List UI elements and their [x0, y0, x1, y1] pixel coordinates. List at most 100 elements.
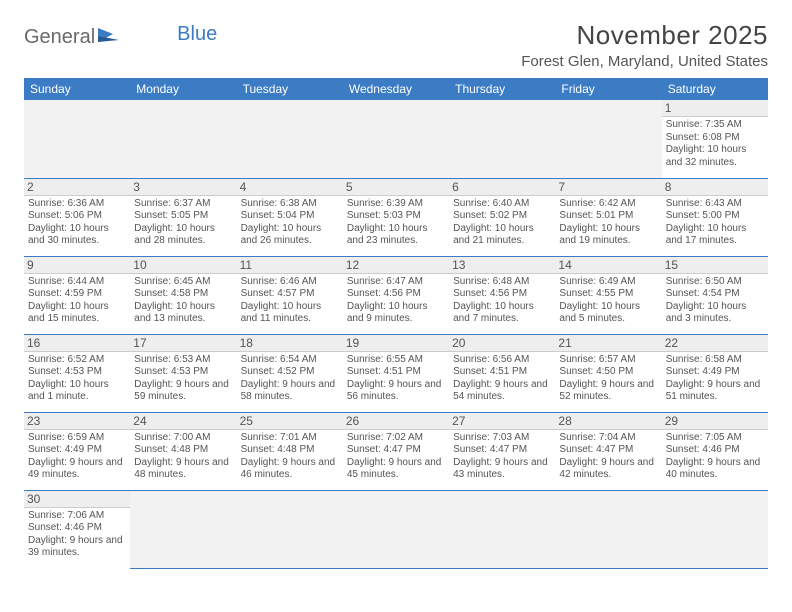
- calendar-day-cell: 13 Sunrise: 6:48 AMSunset: 4:56 PMDayligh…: [449, 256, 555, 334]
- day-details: Sunrise: 6:45 AMSunset: 4:58 PMDaylight:…: [134, 276, 232, 326]
- calendar-day-cell: 6 Sunrise: 6:40 AMSunset: 5:02 PMDaylight…: [449, 178, 555, 256]
- weekday-header: Sunday: [24, 78, 130, 100]
- day-number: 30: [24, 491, 130, 508]
- calendar-day-cell: 16Sunrise: 6:52 AMSunset: 4:53 PMDayligh…: [24, 334, 130, 412]
- day-details: Sunrise: 7:02 AMSunset: 4:47 PMDaylight:…: [347, 432, 445, 482]
- weekday-header: Monday: [130, 78, 236, 100]
- day-number: 8: [662, 179, 768, 196]
- calendar-week-row: 16Sunrise: 6:52 AMSunset: 4:53 PMDayligh…: [24, 334, 768, 412]
- calendar-day-cell: 21 Sunrise: 6:57 AMSunset: 4:50 PMDayligh…: [555, 334, 661, 412]
- day-number: 26: [343, 413, 449, 430]
- location: Forest Glen, Maryland, United States: [521, 53, 768, 70]
- calendar-empty-cell: [555, 490, 661, 568]
- day-number: 29: [662, 413, 768, 430]
- calendar-week-row: 9 Sunrise: 6:44 AMSunset: 4:59 PMDaylight…: [24, 256, 768, 334]
- day-number: 22: [662, 335, 768, 352]
- calendar-empty-cell: [343, 100, 449, 178]
- calendar-empty-cell: [343, 490, 449, 568]
- day-number: 12: [343, 257, 449, 274]
- day-details: Sunrise: 7:01 AMSunset: 4:48 PMDaylight:…: [241, 432, 339, 482]
- calendar-week-row: 23Sunrise: 6:59 AMSunset: 4:49 PMDayligh…: [24, 412, 768, 490]
- day-details: Sunrise: 6:52 AMSunset: 4:53 PMDaylight:…: [28, 354, 126, 404]
- day-details: Sunrise: 6:56 AMSunset: 4:51 PMDaylight:…: [453, 354, 551, 404]
- day-details: Sunrise: 7:04 AMSunset: 4:47 PMDaylight:…: [559, 432, 657, 482]
- calendar-empty-cell: [662, 490, 768, 568]
- day-number: 7: [555, 179, 661, 196]
- day-details: Sunrise: 6:39 AMSunset: 5:03 PMDaylight:…: [347, 198, 445, 248]
- calendar-day-cell: 27 Sunrise: 7:03 AMSunset: 4:47 PMDayligh…: [449, 412, 555, 490]
- logo-text-2: Blue: [177, 23, 217, 46]
- logo-text-1: General: [24, 26, 95, 49]
- calendar-day-cell: 9 Sunrise: 6:44 AMSunset: 4:59 PMDaylight…: [24, 256, 130, 334]
- weekday-header: Friday: [555, 78, 661, 100]
- day-details: Sunrise: 6:43 AMSunset: 5:00 PMDaylight:…: [666, 198, 764, 248]
- calendar-day-cell: 20 Sunrise: 6:56 AMSunset: 4:51 PMDayligh…: [449, 334, 555, 412]
- calendar-day-cell: 18 Sunrise: 6:54 AMSunset: 4:52 PMDayligh…: [237, 334, 343, 412]
- calendar-day-cell: 25 Sunrise: 7:01 AMSunset: 4:48 PMDayligh…: [237, 412, 343, 490]
- calendar-empty-cell: [237, 100, 343, 178]
- weekday-header: Wednesday: [343, 78, 449, 100]
- day-details: Sunrise: 7:35 AMSunset: 6:08 PMDaylight:…: [666, 119, 764, 169]
- weekday-header: Tuesday: [237, 78, 343, 100]
- day-number: 27: [449, 413, 555, 430]
- day-details: Sunrise: 6:38 AMSunset: 5:04 PMDaylight:…: [241, 198, 339, 248]
- day-details: Sunrise: 7:03 AMSunset: 4:47 PMDaylight:…: [453, 432, 551, 482]
- day-number: 9: [24, 257, 130, 274]
- calendar-page: General Blue November 2025 Forest Glen, …: [0, 0, 792, 569]
- day-details: Sunrise: 7:06 AMSunset: 4:46 PMDaylight:…: [28, 510, 126, 560]
- day-number: 3: [130, 179, 236, 196]
- weekday-header: Saturday: [662, 78, 768, 100]
- calendar-day-cell: 12 Sunrise: 6:47 AMSunset: 4:56 PMDayligh…: [343, 256, 449, 334]
- calendar-day-cell: 7Sunrise: 6:42 AMSunset: 5:01 PMDaylight…: [555, 178, 661, 256]
- day-number: 10: [130, 257, 236, 274]
- day-details: Sunrise: 6:59 AMSunset: 4:49 PMDaylight:…: [28, 432, 126, 482]
- calendar-day-cell: 29 Sunrise: 7:05 AMSunset: 4:46 PMDayligh…: [662, 412, 768, 490]
- calendar-week-row: 1Sunrise: 7:35 AMSunset: 6:08 PMDaylight…: [24, 100, 768, 178]
- day-details: Sunrise: 6:47 AMSunset: 4:56 PMDaylight:…: [347, 276, 445, 326]
- day-number: 21: [555, 335, 661, 352]
- day-details: Sunrise: 6:53 AMSunset: 4:53 PMDaylight:…: [134, 354, 232, 404]
- title-block: November 2025 Forest Glen, Maryland, Uni…: [521, 20, 768, 70]
- weekday-header: Thursday: [449, 78, 555, 100]
- calendar-header-row: SundayMondayTuesdayWednesdayThursdayFrid…: [24, 78, 768, 100]
- day-details: Sunrise: 6:57 AMSunset: 4:50 PMDaylight:…: [559, 354, 657, 404]
- calendar-day-cell: 26 Sunrise: 7:02 AMSunset: 4:47 PMDayligh…: [343, 412, 449, 490]
- calendar-empty-cell: [555, 100, 661, 178]
- calendar-day-cell: 22Sunrise: 6:58 AMSunset: 4:49 PMDayligh…: [662, 334, 768, 412]
- day-details: Sunrise: 6:54 AMSunset: 4:52 PMDaylight:…: [241, 354, 339, 404]
- logo-flag-icon: [97, 26, 123, 44]
- calendar-empty-cell: [449, 490, 555, 568]
- calendar-day-cell: 4Sunrise: 6:38 AMSunset: 5:04 PMDaylight…: [237, 178, 343, 256]
- calendar-day-cell: 23Sunrise: 6:59 AMSunset: 4:49 PMDayligh…: [24, 412, 130, 490]
- calendar-day-cell: 11Sunrise: 6:46 AMSunset: 4:57 PMDayligh…: [237, 256, 343, 334]
- day-number: 25: [237, 413, 343, 430]
- calendar-day-cell: 1Sunrise: 7:35 AMSunset: 6:08 PMDaylight…: [662, 100, 768, 178]
- day-number: 6: [449, 179, 555, 196]
- calendar-week-row: 30 Sunrise: 7:06 AMSunset: 4:46 PMDayligh…: [24, 490, 768, 568]
- day-details: Sunrise: 7:00 AMSunset: 4:48 PMDaylight:…: [134, 432, 232, 482]
- calendar-day-cell: 2Sunrise: 6:36 AMSunset: 5:06 PMDaylight…: [24, 178, 130, 256]
- day-number: 11: [237, 257, 343, 274]
- day-number: 20: [449, 335, 555, 352]
- calendar-day-cell: 15Sunrise: 6:50 AMSunset: 4:54 PMDayligh…: [662, 256, 768, 334]
- logo: General Blue: [24, 20, 217, 49]
- calendar-day-cell: 10 Sunrise: 6:45 AMSunset: 4:58 PMDayligh…: [130, 256, 236, 334]
- day-number: 28: [555, 413, 661, 430]
- day-details: Sunrise: 6:49 AMSunset: 4:55 PMDaylight:…: [559, 276, 657, 326]
- calendar-day-cell: 17Sunrise: 6:53 AMSunset: 4:53 PMDayligh…: [130, 334, 236, 412]
- day-details: Sunrise: 6:44 AMSunset: 4:59 PMDaylight:…: [28, 276, 126, 326]
- day-details: Sunrise: 7:05 AMSunset: 4:46 PMDaylight:…: [666, 432, 764, 482]
- day-details: Sunrise: 6:40 AMSunset: 5:02 PMDaylight:…: [453, 198, 551, 248]
- calendar-day-cell: 28 Sunrise: 7:04 AMSunset: 4:47 PMDayligh…: [555, 412, 661, 490]
- calendar-day-cell: 3Sunrise: 6:37 AMSunset: 5:05 PMDaylight…: [130, 178, 236, 256]
- calendar-empty-cell: [130, 100, 236, 178]
- day-details: Sunrise: 6:55 AMSunset: 4:51 PMDaylight:…: [347, 354, 445, 404]
- day-number: 18: [237, 335, 343, 352]
- day-details: Sunrise: 6:48 AMSunset: 4:56 PMDaylight:…: [453, 276, 551, 326]
- month-title: November 2025: [521, 20, 768, 51]
- calendar-empty-cell: [130, 490, 236, 568]
- calendar-day-cell: 14Sunrise: 6:49 AMSunset: 4:55 PMDayligh…: [555, 256, 661, 334]
- calendar-day-cell: 24Sunrise: 7:00 AMSunset: 4:48 PMDayligh…: [130, 412, 236, 490]
- day-number: 13: [449, 257, 555, 274]
- calendar-day-cell: 30 Sunrise: 7:06 AMSunset: 4:46 PMDayligh…: [24, 490, 130, 568]
